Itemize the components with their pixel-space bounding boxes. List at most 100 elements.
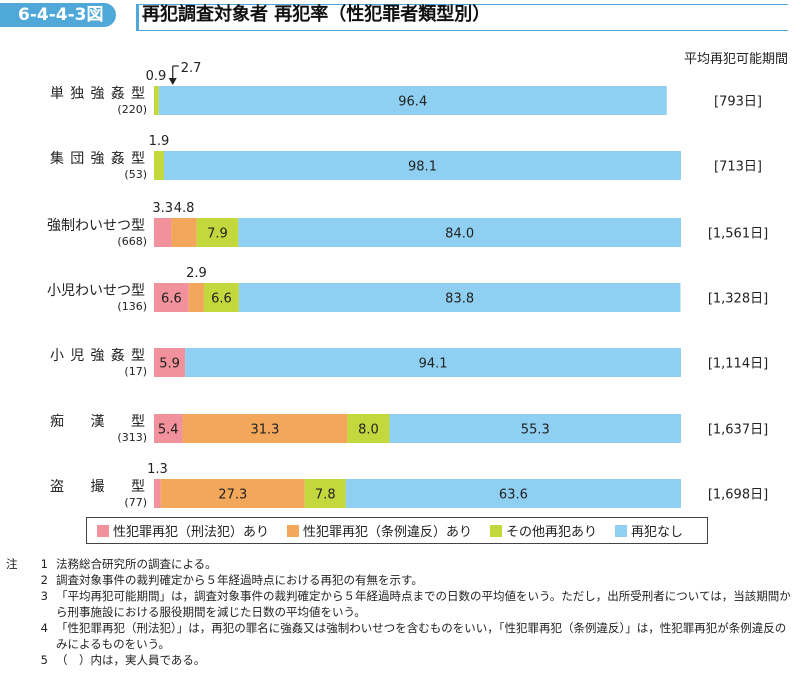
note-text: 法務総合研究所の調査による。	[56, 557, 217, 571]
title-rule-bottom	[136, 30, 788, 31]
category-label: 小児強姦型	[50, 348, 145, 364]
note-row: 5 （ ）内は，実人員である。	[6, 652, 792, 668]
category-count: (220)	[117, 103, 147, 116]
bar-value-label: 4.8	[174, 201, 195, 216]
bar-value-label: 94.1	[419, 357, 448, 372]
legend-swatch	[490, 524, 503, 537]
bar-segment	[164, 151, 681, 180]
legend-item-sexual-ordinance: 性犯罪再犯（条例違反）あり	[287, 521, 472, 540]
bar-value-label: 5.4	[158, 423, 179, 438]
legend-item-other: その他再犯あり	[490, 521, 597, 540]
legend-label: 性犯罪再犯（条例違反）あり	[303, 525, 473, 540]
bar-value-label: 63.6	[499, 488, 528, 503]
bar-segment	[154, 86, 159, 115]
bar-segment	[389, 414, 681, 443]
bar-segment	[154, 283, 189, 312]
figure-number: 6-4-4-3図	[0, 3, 116, 27]
note-number: 4	[40, 621, 48, 635]
bar-segment	[185, 348, 681, 377]
category-label: 盗撮型	[50, 478, 145, 495]
period-column-header: 平均再犯可能期間	[683, 52, 788, 67]
legend-swatch	[615, 524, 628, 537]
note-text: 「性犯罪再犯（刑法犯）」は，再犯の罪名に強姦又は強制わいせつを含むものをいい，「…	[56, 621, 787, 651]
category-label: 単独強姦型	[50, 86, 145, 102]
category-count: (17)	[124, 365, 147, 378]
period-label: [793日]	[714, 95, 762, 110]
legend-item-sexual-penal: 性犯罪再犯（刑法犯）あり	[97, 521, 269, 540]
bar-value-label: 31.3	[250, 423, 279, 438]
note-text: 「平均再犯可能期間」は，調査対象事件の裁判確定から５年経過時点までの日数の平均値…	[56, 589, 791, 619]
figure-header: 6-4-4-3図 再犯調査対象者 再犯率（性犯罪者類型別）	[0, 0, 796, 32]
note-number: 5	[40, 653, 48, 667]
note-row: 2 調査対象事件の裁判確定から５年経過時点における再犯の有無を示す。	[6, 572, 792, 588]
notes-head: 注	[6, 557, 18, 571]
bar-segment	[238, 283, 681, 312]
bar-value-label: 6.6	[161, 292, 182, 307]
period-label: [1,698日]	[708, 488, 768, 503]
note-number: 1	[40, 557, 48, 571]
bar-segment	[154, 218, 172, 247]
figure-title: 再犯調査対象者 再犯率（性犯罪者類型別）	[142, 4, 491, 25]
bar-value-label: 83.8	[445, 292, 474, 307]
title-rule-top	[136, 4, 788, 5]
bar-value-label: 2.9	[186, 266, 207, 281]
category-label: 強制わいせつ型	[47, 218, 145, 234]
bar-value-label: 7.9	[207, 227, 228, 242]
period-label: [1,561日]	[708, 227, 768, 242]
category-label: 小児わいせつ型	[47, 283, 145, 299]
category-count: (136)	[117, 300, 147, 313]
legend-label: その他再犯あり	[506, 525, 598, 540]
bar-value-label: 55.3	[521, 423, 550, 438]
note-number: 2	[40, 573, 48, 587]
note-number: 3	[40, 589, 48, 603]
legend: 性犯罪再犯（刑法犯）あり 性犯罪再犯（条例違反）あり その他再犯あり 再犯なし	[86, 517, 708, 544]
annotation-arrow-head	[168, 78, 177, 85]
note-text: （ ）内は，実人員である。	[56, 653, 206, 667]
bar-segment	[188, 283, 205, 312]
period-label: [1,637日]	[708, 423, 768, 438]
bar-value-label: 0.9	[146, 69, 167, 84]
bar-segment	[347, 414, 390, 443]
bar-value-label: 7.8	[315, 488, 336, 503]
bar-segment	[182, 414, 348, 443]
bar-value-label: 98.1	[408, 160, 437, 175]
bar-value-label: 3.3	[152, 201, 173, 216]
period-label: [1,114日]	[708, 357, 768, 372]
note-row: 3 「平均再犯可能期間」は，調査対象事件の裁判確定から５年経過時点までの日数の平…	[6, 588, 792, 620]
note-row: 4 「性犯罪再犯（刑法犯）」は，再犯の罪名に強姦又は強制わいせつを含むものをいい…	[6, 620, 792, 652]
bar-segment	[238, 218, 681, 247]
bar-value-label: 6.6	[211, 292, 232, 307]
bar-value-label: 27.3	[218, 488, 247, 503]
bar-segment	[196, 218, 239, 247]
category-count: (77)	[124, 496, 147, 509]
category-label: 痴漢型	[50, 414, 145, 430]
category-label: 集団強姦型	[50, 150, 145, 167]
period-label: [1,328日]	[708, 292, 768, 307]
legend-item-none: 再犯なし	[615, 521, 683, 540]
bar-segment	[160, 479, 305, 508]
bar-segment	[154, 414, 183, 443]
bar-value-label: 5.9	[159, 357, 180, 372]
notes: 注 1 法務総合研究所の調査による。 2 調査対象事件の裁判確定から５年経過時点…	[6, 556, 792, 668]
legend-swatch	[97, 524, 109, 537]
bar-segment	[171, 218, 197, 247]
bar-value-label: 1.3	[147, 462, 168, 477]
bar-segment	[204, 283, 239, 312]
bar-value-label: 1.9	[149, 134, 170, 149]
category-count: (313)	[117, 431, 147, 444]
period-label: [713日]	[714, 160, 762, 175]
bar-segment	[154, 151, 165, 180]
category-count: (668)	[117, 235, 147, 248]
note-row: 注 1 法務総合研究所の調査による。	[6, 556, 792, 572]
bar-segment	[154, 479, 161, 508]
bar-segment	[304, 479, 346, 508]
legend-label: 性犯罪再犯（刑法犯）あり	[113, 525, 270, 540]
bar-value-label: 96.4	[398, 95, 427, 110]
bar-segment	[345, 479, 681, 508]
stacked-bar-chart: 単独強姦型(220) 0.9 96.4 [793日] 集団強姦型(53) 1.9 98.1 […	[47, 61, 768, 509]
bar-segment	[158, 86, 667, 115]
title-bar	[136, 4, 139, 31]
legend-label: 再犯なし	[631, 525, 684, 540]
annotation-label: 2.7	[181, 61, 202, 76]
note-text: 調査対象事件の裁判確定から５年経過時点における再犯の有無を示す。	[56, 573, 423, 587]
